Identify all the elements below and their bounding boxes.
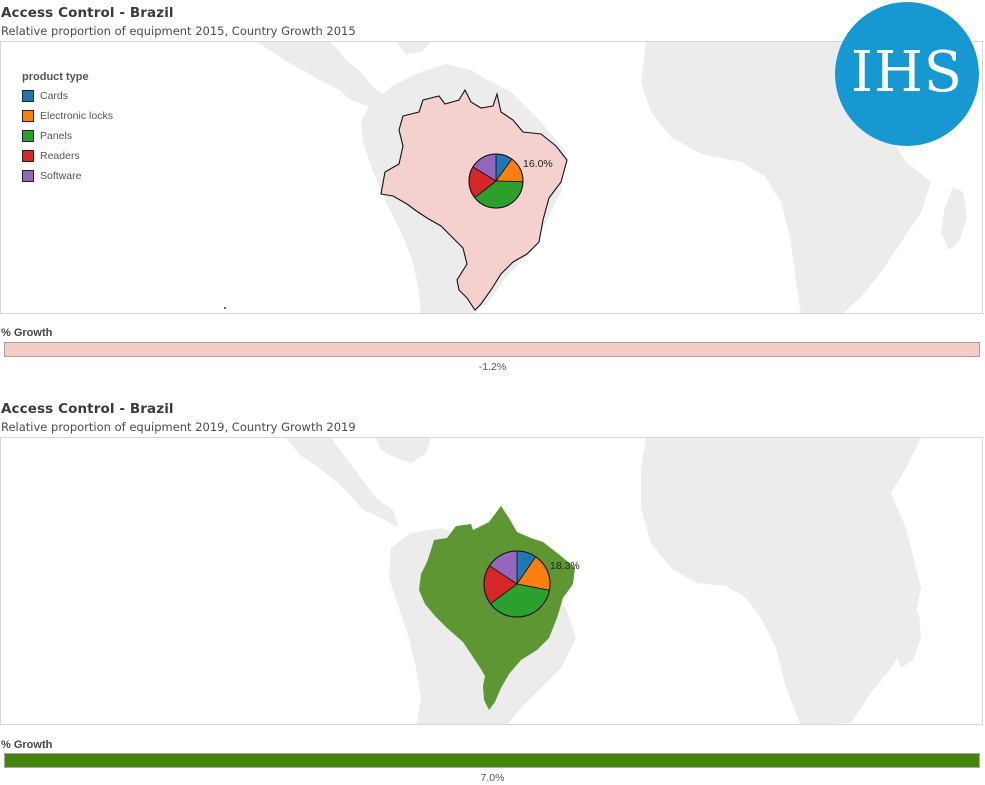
- swatch-software: [22, 170, 34, 182]
- growth-bar-2019[interactable]: [4, 753, 980, 768]
- pie-chart-2015: [468, 153, 524, 209]
- panel-subtitle-2019: Relative proportion of equipment 2019, C…: [1, 420, 356, 434]
- ihs-logo: IHS: [835, 2, 979, 146]
- legend-item-readers[interactable]: Readers: [22, 146, 113, 166]
- legend-item-electronic-locks[interactable]: Electronic locks: [22, 106, 113, 126]
- legend-item-software[interactable]: Software: [22, 166, 113, 186]
- legend-label: Panels: [40, 130, 73, 142]
- growth-bar-2015[interactable]: [4, 342, 980, 357]
- swatch-readers: [22, 150, 34, 162]
- legend-item-cards[interactable]: Cards: [22, 86, 113, 106]
- brazil-shape-2015: [380, 88, 568, 311]
- pie-chart-2019: [483, 550, 551, 618]
- legend-label: Cards: [40, 90, 69, 102]
- logo-text: IHS: [850, 39, 964, 105]
- growth-value-2019: 7.0%: [480, 772, 505, 784]
- growth-value-2015: -1.2%: [478, 361, 507, 373]
- panel-title-2015: Access Control - Brazil: [1, 5, 174, 21]
- swatch-cards: [22, 90, 34, 102]
- swatch-panels: [22, 130, 34, 142]
- legend-title: product type: [22, 71, 89, 83]
- legend-label: Software: [40, 170, 82, 182]
- growth-label-2019: % Growth: [1, 739, 53, 751]
- panel-title-2019: Access Control - Brazil: [1, 401, 174, 417]
- growth-label-2015: % Growth: [1, 327, 53, 339]
- map-canvas-2019: 18.3%: [286, 438, 921, 724]
- map-2015[interactable]: 16.0% product type Cards Electronic lock…: [0, 41, 983, 314]
- legend: product type Cards Electronic locks Pane…: [22, 71, 113, 186]
- legend-label: Electronic locks: [40, 110, 113, 122]
- pie-label-2019: 18.3%: [550, 560, 580, 572]
- legend-item-panels[interactable]: Panels: [22, 126, 113, 146]
- panel-subtitle-2015: Relative proportion of equipment 2015, C…: [1, 24, 356, 38]
- pie-label-2015: 16.0%: [523, 158, 553, 170]
- legend-label: Readers: [40, 150, 80, 162]
- swatch-electronic-locks: [22, 110, 34, 122]
- map-2019[interactable]: 18.3%: [0, 437, 983, 725]
